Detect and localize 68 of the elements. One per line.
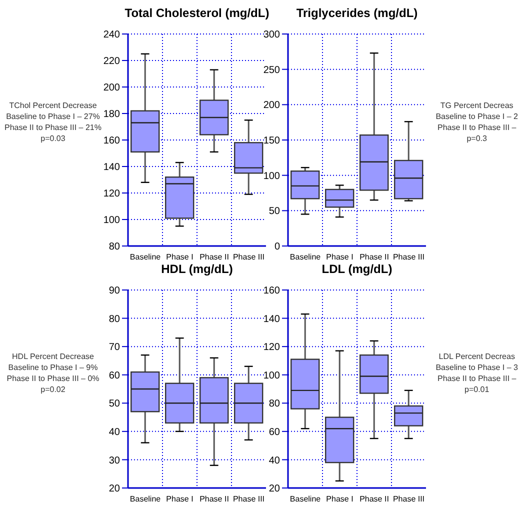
x-tick-label: Phase I (166, 494, 194, 504)
y-tick-label: 20 (108, 484, 120, 495)
y-tick-label: 120 (103, 188, 120, 200)
text: Phase II to Phase III – (436, 122, 518, 134)
y-tick-label: 180 (103, 109, 120, 120)
y-tick-label: 150 (263, 136, 280, 147)
x-tick-label: Phase III (232, 252, 265, 262)
y-tick-label: 100 (263, 370, 280, 382)
x-tick-label: Baseline (130, 494, 162, 504)
text: p=0.3 (466, 133, 488, 144)
x-tick-label: Phase III (392, 494, 425, 504)
y-tick-label: 140 (263, 314, 280, 325)
x-tick-label: Phase III (232, 494, 265, 504)
y-tick-label: 60 (268, 426, 280, 438)
x-tick-label: Baseline (290, 252, 322, 262)
y-tick-label: 300 (263, 30, 280, 41)
x-tick-label: Baseline (130, 252, 162, 262)
y-tick-label: 220 (103, 56, 120, 68)
y-tick-label: 100 (103, 215, 120, 226)
y-tick-label: 200 (263, 100, 280, 112)
y-tick-label: 200 (103, 82, 120, 94)
text: Baseline to Phase I – 2 (436, 111, 518, 122)
y-tick-label: 40 (268, 455, 280, 466)
y-tick-label: 50 (108, 398, 120, 410)
y-tick-label: 70 (108, 342, 120, 354)
text: Baseline to Phase I – 27% (6, 112, 100, 122)
y-tick-label: 80 (268, 398, 280, 410)
text: Phase II to Phase III – (436, 372, 518, 384)
text: p=0.01 (464, 384, 490, 395)
y-tick-label: 50 (268, 206, 280, 218)
y-tick-label: 160 (263, 286, 280, 297)
text: Phase II to Phase III – 0% (6, 372, 100, 384)
y-tick-label: 250 (263, 64, 280, 76)
text: p=0.03 (40, 134, 66, 144)
x-tick-label: Phase I (326, 252, 354, 262)
y-tick-label: 60 (108, 370, 120, 382)
text: LDL Percent Decreas (438, 350, 516, 362)
x-tick-label: Phase I (326, 494, 354, 504)
text: Phase II to Phase III – 21% (4, 122, 102, 134)
x-tick-label: Phase II (200, 494, 229, 504)
y-tick-label: 0 (274, 242, 280, 253)
text: HDL Percent Decrease (11, 350, 95, 362)
y-tick-label: 20 (268, 484, 280, 495)
y-tick-label: 100 (263, 170, 280, 182)
y-tick-label: 30 (108, 455, 120, 466)
y-tick-label: 240 (103, 30, 120, 41)
chart-title: HDL (mg/dL) (160, 262, 234, 276)
x-tick-label: Phase II (360, 494, 389, 504)
chart-title: LDL (mg/dL) (320, 262, 394, 276)
y-tick-label: 160 (103, 136, 120, 147)
text: p=0.02 (40, 384, 66, 395)
y-tick-label: 120 (263, 342, 280, 354)
y-tick-label: 140 (103, 162, 120, 174)
x-tick-label: Phase II (200, 252, 229, 262)
y-tick-label: 90 (108, 286, 120, 297)
x-tick-label: Baseline (290, 494, 322, 504)
y-tick-label: 80 (108, 242, 120, 253)
chart-title: Triglycerides (mg/dL) (295, 6, 419, 20)
y-tick-label: 80 (108, 314, 120, 325)
x-tick-label: Phase I (166, 252, 194, 262)
text: Baseline to Phase I – 3 (436, 362, 518, 373)
text: TG Percent Decreas (439, 100, 514, 112)
y-tick-label: 40 (108, 426, 120, 438)
text: Baseline to Phase I – 9% (7, 362, 99, 373)
x-tick-label: Phase III (392, 252, 425, 262)
x-tick-label: Phase II (360, 252, 389, 262)
text: TChol Percent Decrease (9, 101, 97, 110)
chart-title: Total Cholesterol (mg/dL) (124, 6, 270, 20)
